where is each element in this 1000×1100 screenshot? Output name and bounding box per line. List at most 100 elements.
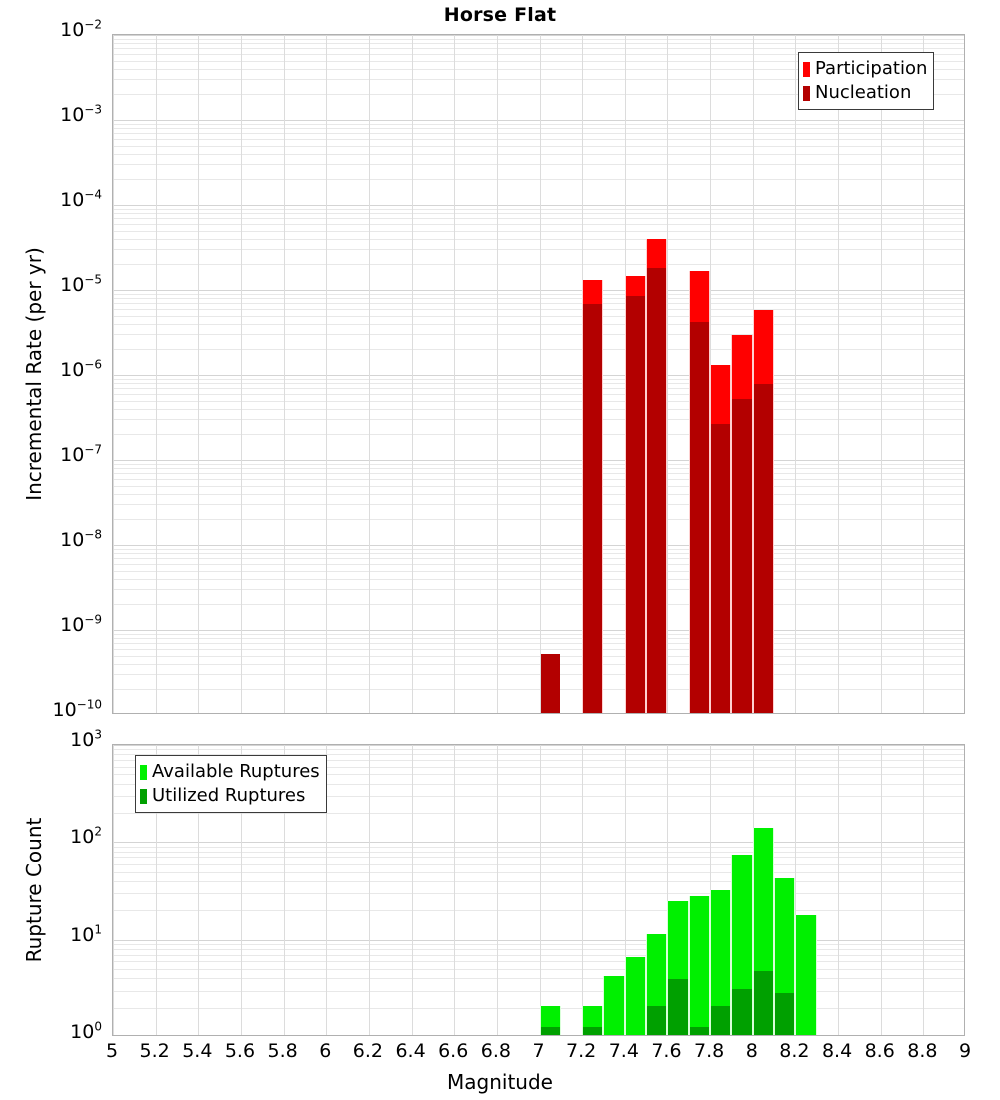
gridline-vertical	[582, 745, 583, 1035]
gridline-vertical	[923, 745, 924, 1035]
gridline-horizontal	[113, 852, 964, 853]
gridline-horizontal	[113, 401, 964, 402]
x-tick-label: 7.8	[693, 1040, 725, 1062]
y-tick-label: 10−2	[60, 17, 102, 41]
bar-nucleation	[711, 424, 731, 713]
gridline-vertical	[412, 745, 413, 1035]
gridline-vertical	[241, 35, 242, 713]
gridline-horizontal	[113, 164, 964, 165]
gridline-vertical	[369, 745, 370, 1035]
legend-item[interactable]: Participation	[803, 57, 927, 81]
gridline-vertical	[838, 745, 839, 1035]
gridline-horizontal	[113, 409, 964, 410]
gridline-horizontal	[113, 910, 964, 911]
gridline-horizontal	[113, 1008, 964, 1009]
bar-nucleation	[625, 296, 646, 713]
gridline-horizontal	[113, 133, 964, 134]
x-tick-label: 8.2	[779, 1040, 810, 1062]
incremental-rate-plot	[112, 34, 965, 714]
gridline-horizontal	[113, 579, 964, 580]
gridline-horizontal	[113, 324, 964, 325]
gridline-horizontal	[113, 209, 964, 210]
gridline-horizontal	[113, 120, 964, 121]
gridline-horizontal	[113, 760, 964, 761]
gridline-horizontal	[113, 494, 964, 495]
gridline-horizontal	[113, 124, 964, 125]
gridline-horizontal	[113, 290, 964, 291]
gridline-horizontal	[113, 796, 964, 797]
gridline-horizontal	[113, 630, 964, 631]
gridline-horizontal	[113, 213, 964, 214]
x-tick-label: 5.4	[182, 1040, 213, 1062]
gridline-horizontal	[113, 991, 964, 992]
gridline-horizontal	[113, 519, 964, 520]
legend-label: Participation	[815, 58, 928, 79]
bar-nucleation	[732, 398, 752, 713]
gridline-horizontal	[113, 745, 964, 746]
gridline-horizontal	[113, 634, 964, 635]
x-tick-label: 9	[958, 1040, 972, 1062]
gridline-vertical	[241, 745, 242, 1035]
gridline-vertical	[113, 745, 114, 1035]
bar-nucleation	[540, 653, 560, 713]
gridline-vertical	[198, 745, 199, 1035]
gridline-horizontal	[113, 549, 964, 550]
top-gridlines	[113, 35, 964, 713]
gridline-horizontal	[113, 767, 964, 768]
bar-available-ruptures	[603, 976, 625, 1035]
y-tick-label: 103	[70, 727, 102, 751]
page-title: Horse Flat	[443, 4, 557, 26]
y-tick-label: 10−6	[60, 357, 102, 381]
gridline-horizontal	[113, 224, 964, 225]
bar-available-ruptures	[688, 895, 711, 1035]
gridline-horizontal	[113, 589, 964, 590]
gridline-horizontal	[113, 316, 964, 317]
bar-utilized-ruptures	[775, 993, 795, 1035]
gridline-horizontal	[113, 604, 964, 605]
y-tick-label: 10−3	[60, 102, 102, 126]
gridline-horizontal	[113, 128, 964, 129]
gridline-horizontal	[113, 479, 964, 480]
gridline-vertical	[667, 745, 668, 1035]
x-tick-label: 8.8	[907, 1040, 938, 1062]
legend-item[interactable]: Nucleation	[803, 81, 927, 105]
gridline-horizontal	[113, 754, 964, 755]
gridline-horizontal	[113, 504, 964, 505]
bar-utilized-ruptures	[668, 978, 688, 1035]
top-bars	[113, 35, 964, 713]
gridline-horizontal	[113, 379, 964, 380]
gridline-horizontal	[113, 674, 964, 675]
bar-nucleation	[647, 268, 667, 713]
y-tick-label: 102	[70, 825, 102, 849]
gridline-horizontal	[113, 649, 964, 650]
gridline-vertical	[113, 35, 114, 713]
legend-swatch-icon	[803, 61, 810, 77]
gridline-horizontal	[113, 154, 964, 155]
gridline-horizontal	[113, 231, 964, 232]
bar-available-ruptures	[624, 957, 647, 1035]
gridline-horizontal	[113, 872, 964, 873]
gridline-vertical	[284, 35, 285, 713]
gridline-horizontal	[113, 893, 964, 894]
legend-item[interactable]: Available Ruptures	[140, 760, 320, 784]
gridline-horizontal	[113, 638, 964, 639]
gridline-vertical	[454, 35, 455, 713]
y-tick-label: 10−8	[60, 527, 102, 551]
gridline-horizontal	[113, 146, 964, 147]
bottom-gridlines	[113, 745, 964, 1035]
x-tick-label: 6.4	[395, 1040, 426, 1062]
gridline-horizontal	[113, 468, 964, 469]
gridline-horizontal	[113, 205, 964, 206]
gridline-horizontal	[113, 473, 964, 474]
gridline-horizontal	[113, 334, 964, 335]
y-tick-label: 10−9	[60, 612, 102, 636]
legend-item[interactable]: Utilized Ruptures	[140, 784, 320, 808]
x-tick-label: 8	[745, 1040, 758, 1062]
gridline-horizontal	[113, 857, 964, 858]
gridline-horizontal	[113, 139, 964, 140]
bar-nucleation	[689, 321, 710, 713]
gridline-horizontal	[113, 303, 964, 304]
gridline-horizontal	[113, 944, 964, 945]
gridline-horizontal	[113, 460, 964, 461]
x-tick-label: 7	[532, 1040, 545, 1062]
